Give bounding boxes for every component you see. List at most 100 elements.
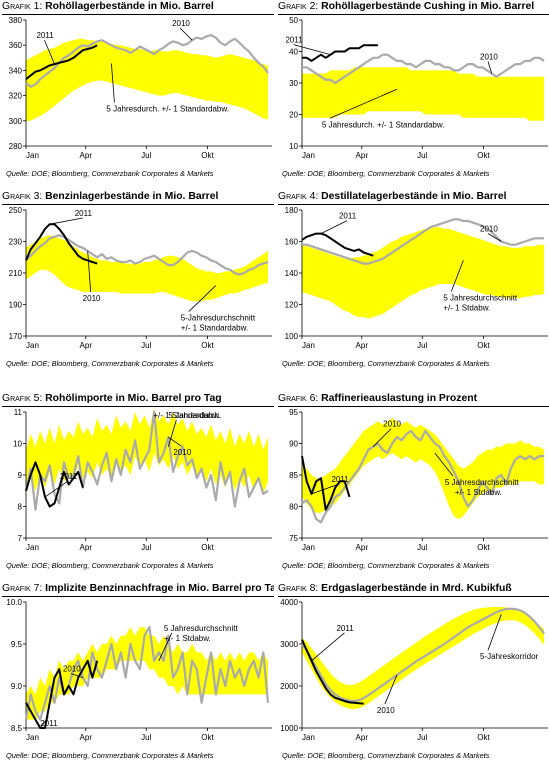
y-tick-label: 9.5 — [11, 640, 23, 649]
chart-area: 8.5 9.0 9.5 10.0 Jan Apr Jul Okt 5 Jahresdurchsc… — [2, 598, 274, 748]
annotation-arrow — [167, 419, 177, 447]
annotation-arrow — [44, 39, 55, 65]
chart-title: Grafik 2: Rohöllagerbestände Cushing in … — [278, 1, 549, 15]
chart-svg: 1000 2000 3000 4000 Jan Apr Jul Okt 2011 2010 5-Ja… — [280, 598, 548, 742]
chart-panel-raffinerie: Grafik 6: Raffinerieauslastung in Prozen… — [278, 393, 549, 583]
annotation-arrow — [450, 260, 464, 292]
annotation-arrow — [39, 716, 49, 729]
chart-svg: 280 300 320 340 360 380 Jan Apr Jul Okt 2011 2010 5 … — [9, 16, 272, 160]
x-tick-label: Jul — [417, 733, 427, 742]
std-band — [26, 38, 268, 121]
x-tick-label: Jan — [302, 341, 315, 350]
x-tick-label: Jul — [141, 151, 151, 160]
chart-area: 7 8 9 10 11 Jan Apr Jul Okt 2011 2010 5 Jahresdurch… — [2, 408, 274, 558]
chart-svg: 100 120 140 160 180 Jan Apr Jul Okt 2011 2010 5 Jah… — [285, 206, 548, 350]
annotation-label: 2011 — [339, 212, 357, 221]
annotation-arrow — [311, 632, 345, 662]
annotation-arrow — [487, 233, 502, 242]
x-tick-label: Apr — [356, 151, 369, 160]
annotation-arrow — [487, 61, 493, 74]
chart-prefix: Grafik 6: — [278, 393, 319, 404]
y-tick-label: 30 — [289, 79, 298, 88]
x-tick-label: Okt — [201, 733, 214, 742]
annotation-label: 5 Jahresdurchschnitt — [443, 293, 518, 302]
x-tick-label: Okt — [477, 543, 490, 552]
annotation-label: +/- 1 Stdabw. — [455, 488, 502, 497]
series-line-2011 — [301, 232, 374, 257]
annotation-label: 5 Jahresdurch. +/- 1 Standardabw. — [322, 120, 445, 129]
x-tick-label: Jan — [302, 543, 315, 552]
std-band — [302, 67, 544, 121]
x-tick-label: Apr — [80, 543, 93, 552]
chart-svg: 7 8 9 10 11 Jan Apr Jul Okt 2011 2010 5 Jahresdurch… — [13, 408, 272, 552]
y-tick-label: 250 — [9, 206, 23, 215]
y-tick-label: 90 — [289, 440, 298, 449]
annotation-label: +/- 1 Standardabw. — [153, 411, 220, 420]
annotation-label: 2010 — [83, 294, 101, 303]
x-tick-label: Jul — [417, 151, 427, 160]
y-tick-label: 8 — [18, 503, 23, 512]
y-tick-label: 50 — [289, 16, 298, 25]
annotation-label: 5 Jahresdurchschnitt — [164, 624, 239, 633]
y-tick-label: 20 — [289, 111, 298, 120]
annotation-label: 2011 — [60, 472, 78, 481]
chart-title: Grafik 5: Rohölimporte in Mio. Barrel pr… — [2, 393, 274, 407]
x-tick-label: Okt — [201, 151, 214, 160]
annotation-label: 2010 — [480, 225, 498, 234]
chart-prefix: Grafik 5: — [2, 393, 43, 404]
y-tick-label: 190 — [9, 301, 23, 310]
x-tick-label: Jan — [26, 733, 39, 742]
y-tick-label: 320 — [9, 92, 23, 101]
source-note: Quelle: DOE; Bloomberg, Commerzbank Corp… — [282, 751, 490, 760]
y-tick-label: 100 — [285, 332, 299, 341]
x-tick-label: Jan — [302, 733, 315, 742]
annotation-arrow — [293, 44, 331, 56]
series-line-2011 — [25, 44, 98, 80]
annotation-arrow — [372, 428, 392, 447]
series-line-2011 — [25, 461, 84, 508]
chart-panel-cushing: Grafik 2: Rohöllagerbestände Cushing in … — [278, 1, 549, 191]
chart-panel-destillate: Grafik 4: Destillatelagerbestände in Mio… — [278, 191, 549, 381]
chart-title: Grafik 4: Destillatelagerbestände in Mio… — [278, 191, 549, 205]
x-tick-label: Jan — [26, 543, 39, 552]
y-tick-label: 95 — [289, 408, 298, 417]
annotation-label: 2010 — [480, 53, 498, 62]
std-band — [26, 235, 268, 302]
y-tick-label: 120 — [285, 301, 299, 310]
annotation-arrow — [49, 217, 83, 225]
annotation-label: 5 Jahresdurchschnitt — [445, 478, 520, 487]
series-line-2010 — [301, 429, 544, 524]
chart-title-text: Implizite Benzinnachfrage in Mio. Barrel… — [45, 583, 274, 594]
chart-title-text: Rohöllagerbestände in Mio. Barrel — [45, 1, 214, 12]
chart-title-text: Erdgaslagerbestände in Mrd. Kubikfuß — [321, 583, 512, 594]
x-tick-label: Jan — [302, 151, 315, 160]
annotation-label: 2010 — [172, 19, 190, 28]
annotation-arrow — [179, 27, 193, 41]
x-tick-label: Apr — [80, 151, 93, 160]
chart-area: 170 190 210 230 250 Jan Apr Jul Okt 2011 2010 5-Jah… — [2, 206, 274, 356]
annotation-label: 2010 — [63, 665, 81, 674]
source-note: Quelle: DOE; Bloomberg, Commerzbank Corp… — [6, 751, 214, 760]
series-line-2011 — [301, 455, 351, 511]
y-tick-label: 75 — [289, 534, 298, 543]
y-tick-label: 340 — [9, 66, 23, 75]
chart-title-text: Raffinerieauslastung in Prozent — [321, 393, 478, 404]
chart-title: Grafik 1: Rohöllagerbestände in Mio. Bar… — [2, 1, 274, 15]
annotation-label: 5 Jahresdurch. — [168, 411, 221, 420]
chart-prefix: Grafik 4: — [278, 191, 319, 202]
y-tick-label: 8.5 — [11, 724, 23, 733]
x-tick-label: Jan — [26, 341, 39, 350]
x-tick-label: Jan — [26, 151, 39, 160]
x-tick-label: Jul — [417, 341, 427, 350]
x-tick-label: Okt — [201, 543, 214, 552]
y-tick-label: 300 — [9, 117, 23, 126]
y-tick-label: 10.0 — [6, 598, 22, 607]
x-tick-label: Apr — [356, 543, 369, 552]
chart-title-text: Rohöllagerbestände Cushing in Mio. Barre… — [321, 1, 535, 12]
source-note: Quelle: DOE; Bloomberg, Commerzbank Corp… — [6, 169, 214, 178]
chart-area: 10 20 30 40 50 Jan Apr Jul Okt 2011 2010 5 Jahresdu… — [278, 16, 549, 166]
annotation-label: 2010 — [383, 420, 401, 429]
annotation-arrow — [487, 614, 502, 651]
annotation-label: 5-Jahreskorridor — [480, 652, 539, 661]
chart-panel-rohoel: Grafik 1: Rohöllagerbestände in Mio. Bar… — [2, 1, 274, 191]
